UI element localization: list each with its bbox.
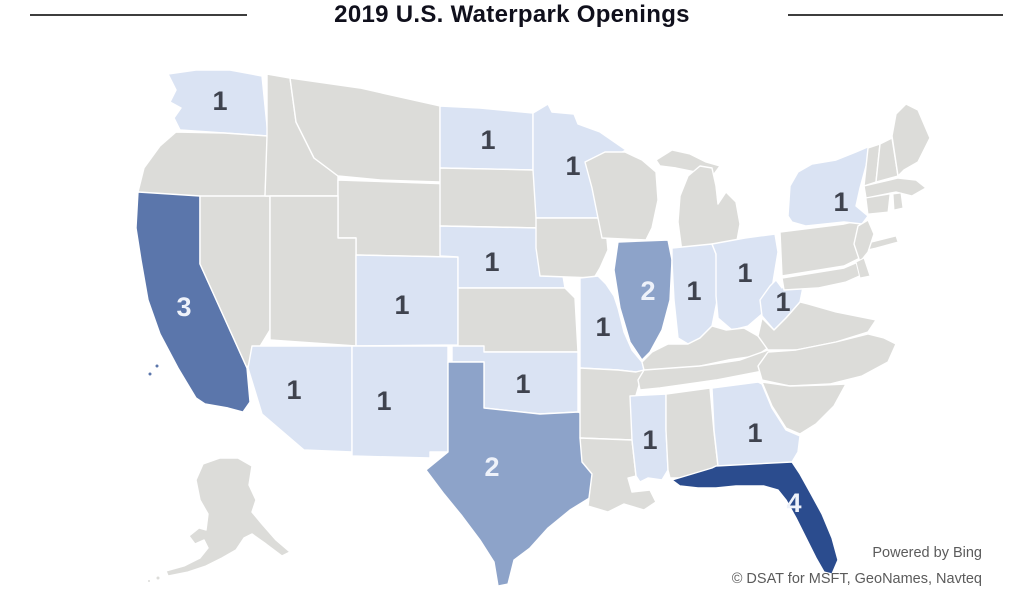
copyright-label: © DSAT for MSFT, GeoNames, Navteq xyxy=(731,571,982,587)
state-new-mexico[interactable] xyxy=(351,345,449,459)
state-alaska-island xyxy=(155,575,161,581)
state-kansas xyxy=(457,287,579,353)
state-illinois[interactable] xyxy=(613,239,673,361)
state-oregon xyxy=(137,131,269,200)
state-south-carolina xyxy=(761,381,847,435)
state-california-island xyxy=(147,371,153,377)
title-right-rule xyxy=(788,14,1003,16)
state-louisiana xyxy=(579,437,657,513)
title-left-rule xyxy=(30,14,247,16)
map-attribution: Powered by Bing © DSAT for MSFT, GeoName… xyxy=(732,540,982,592)
state-alaska-island xyxy=(147,579,151,583)
state-new-york[interactable] xyxy=(787,145,871,227)
state-alabama xyxy=(665,387,719,479)
state-wisconsin xyxy=(584,151,659,241)
state-rhode-island xyxy=(892,192,904,211)
page-title: 2019 U.S. Waterpark Openings xyxy=(334,1,690,28)
state-colorado[interactable] xyxy=(355,254,459,347)
state-north-carolina xyxy=(757,333,897,387)
state-maine xyxy=(891,103,931,177)
state-georgia[interactable] xyxy=(711,381,801,467)
state-california-island xyxy=(154,363,160,369)
state-north-dakota[interactable] xyxy=(439,105,534,171)
state-arizona[interactable] xyxy=(247,345,353,453)
state-utah xyxy=(269,195,357,347)
state-delaware xyxy=(855,257,871,279)
state-alaska xyxy=(165,457,291,577)
powered-by-bing-label: Powered by Bing xyxy=(872,545,982,561)
state-south-dakota xyxy=(439,167,541,229)
state-new-jersey xyxy=(853,219,875,263)
state-texas[interactable] xyxy=(425,361,617,587)
state-virginia xyxy=(757,301,877,351)
state-iowa xyxy=(535,217,609,279)
state-montana xyxy=(289,77,441,183)
state-maryland xyxy=(781,261,865,291)
state-connecticut xyxy=(865,193,891,215)
state-washington[interactable] xyxy=(167,69,269,137)
state-mississippi[interactable] xyxy=(629,393,669,483)
state-florida[interactable] xyxy=(671,461,839,575)
